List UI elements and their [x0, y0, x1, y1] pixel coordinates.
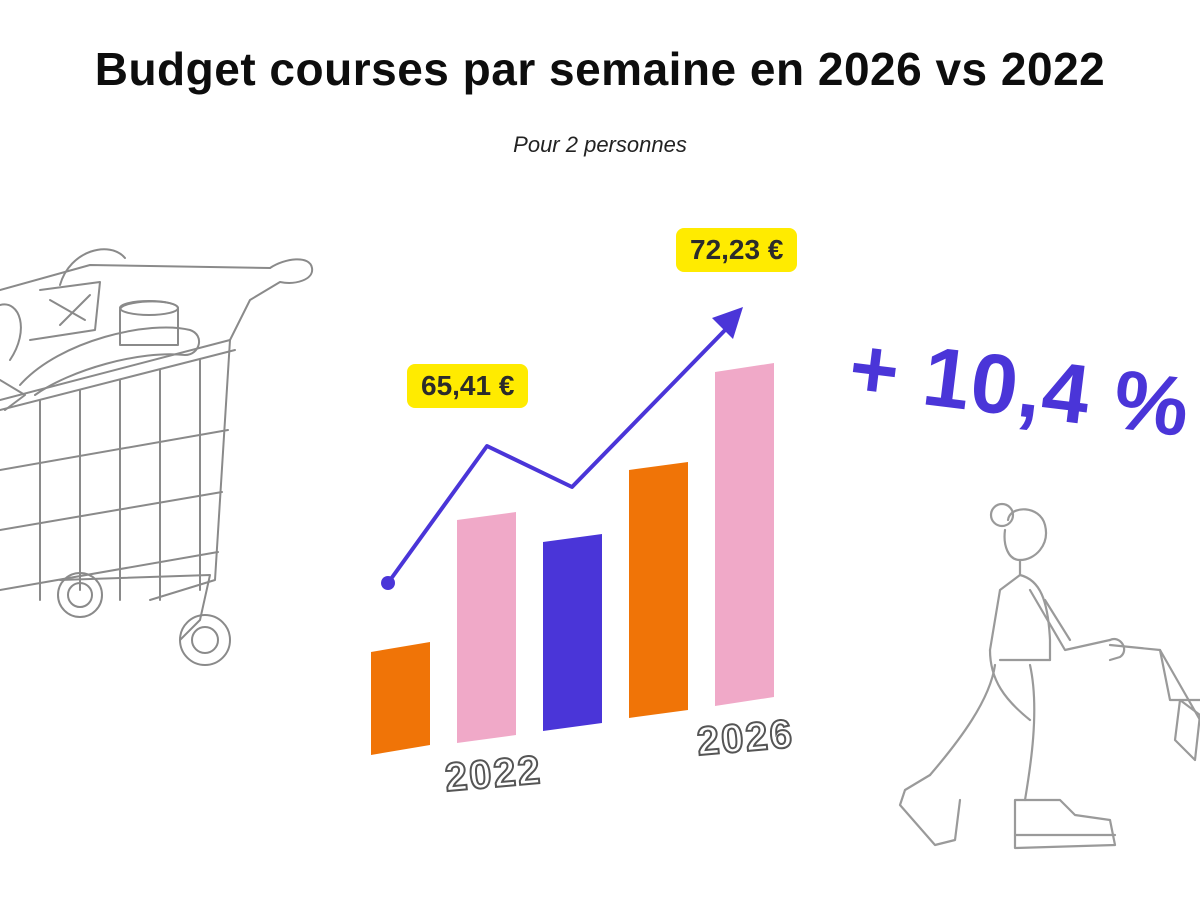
shopping-cart-illustration	[0, 248, 314, 666]
trend-line	[386, 323, 732, 585]
value-label-2022: 65,41 €	[407, 364, 529, 408]
trend-arrow	[381, 307, 743, 590]
bar-pink-1	[457, 512, 516, 743]
x-label-2026: 2026	[694, 711, 796, 765]
page-title: Budget courses par semaine en 2026 vs 20…	[94, 43, 1106, 95]
person-pushing-cart-illustration	[898, 502, 1200, 850]
page-subtitle: Pour 2 personnes	[513, 132, 687, 157]
bar-2026	[715, 363, 774, 706]
bar-purple	[543, 534, 602, 731]
bars	[371, 363, 774, 755]
arrow-head-icon	[712, 307, 743, 339]
bar-orange-2	[629, 462, 688, 718]
value-label-2026: 72,23 €	[676, 228, 798, 272]
bar-2022	[371, 642, 430, 755]
x-label-2022: 2022	[442, 747, 544, 801]
